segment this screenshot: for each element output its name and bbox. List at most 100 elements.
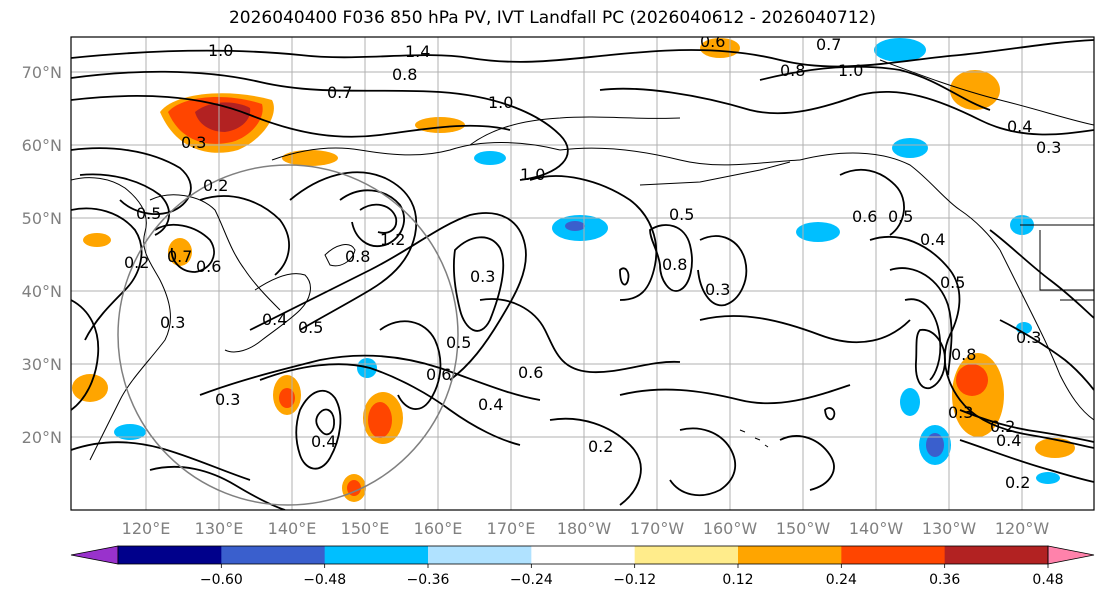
contour-label-13: 0.5	[136, 204, 161, 223]
lat-label-50: 50°N	[22, 209, 62, 228]
contour-label-43: 0.3	[215, 390, 240, 409]
colorbar-tick-label-0: −0.60	[200, 572, 243, 588]
colorbar-swatch-2	[221, 546, 326, 564]
shade-neg-7-core	[926, 433, 944, 457]
contour-label-1: 1.4	[405, 42, 430, 61]
contour-label-12: 0.2	[203, 176, 228, 195]
coastlines	[71, 59, 1094, 461]
contour-label-17: 0.3	[160, 313, 185, 332]
lon-label-160w: 160°W	[703, 519, 758, 538]
colorbar-swatch-6	[634, 546, 739, 564]
shade-neg-1-core	[565, 221, 585, 231]
latitude-labels: 70°N 60°N 50°N 40°N 30°N 20°N	[22, 63, 62, 447]
lon-label-150e: 150°E	[341, 519, 390, 538]
colorbar-extend-left	[70, 545, 119, 565]
contour-label-14: 0.6	[196, 257, 221, 276]
contour-label-31: 0.3	[705, 280, 730, 299]
contour-label-21: 1.2	[380, 230, 405, 249]
contour-label-20: 0.8	[345, 247, 370, 266]
colorbar-tick-label-5: 0.12	[722, 572, 753, 588]
contour-label-6: 0.7	[816, 35, 841, 54]
contour-label-7: 0.8	[780, 61, 805, 80]
contour-label-38: 0.3	[948, 403, 973, 422]
contour-label-8: 1.0	[838, 61, 863, 80]
contour-label-15: 0.7	[167, 247, 192, 266]
lon-label-170w: 170°W	[630, 519, 685, 538]
colorbar: −0.60 −0.48 −0.36 −0.24 −0.12 0.12 0.24 0.36 0.4…	[70, 545, 1095, 588]
lon-label-120e: 120°E	[122, 519, 171, 538]
contour-label-33: 0.5	[888, 207, 913, 226]
contour-label-27: 0.6	[518, 363, 543, 382]
contour-label-4: 1.0	[488, 93, 513, 112]
colorbar-tick-label-7: 0.36	[929, 572, 960, 588]
map-title: 2026040400 F036 850 hPa PV, IVT Landfall…	[228, 8, 876, 28]
colorbar-extend-right	[1047, 545, 1095, 565]
colorbar-swatch-4	[428, 546, 532, 564]
contour-label-28: 1.0	[520, 165, 545, 184]
lon-label-130e: 130°E	[195, 519, 244, 538]
lon-label-140w: 140°W	[849, 519, 904, 538]
contour-label-42: 0.2	[588, 437, 613, 456]
lon-label-170e: 170°E	[487, 519, 536, 538]
contour-label-39: 0.2	[990, 417, 1015, 436]
lat-label-60: 60°N	[22, 136, 62, 155]
contour-label-3: 0.7	[327, 83, 352, 102]
contour-label-9: 0.4	[1007, 117, 1032, 136]
lat-label-30: 30°N	[22, 355, 62, 374]
shade-patch-4	[83, 233, 111, 247]
contour-labels: 1.0 1.4 0.8 0.7 1.0 0.6 0.7 0.8 1.0 0.4 …	[124, 32, 1061, 492]
contour-label-37: 0.8	[951, 345, 976, 364]
longitude-labels: 120°E 130°E 140°E 150°E 160°E 170°E 180°…	[122, 519, 1050, 538]
lon-label-160e: 160°E	[414, 519, 463, 538]
shade-patch-12-red	[347, 480, 361, 496]
colorbar-tick-label-1: −0.48	[303, 572, 346, 588]
map-frame	[70, 36, 1095, 511]
colorbar-swatch-8	[841, 546, 946, 564]
contour-label-36: 0.3	[1016, 328, 1041, 347]
lon-label-150w: 150°W	[776, 519, 831, 538]
shade-neg-4	[892, 138, 928, 158]
contour-label-0: 1.0	[208, 41, 233, 60]
contour-label-26: 0.4	[478, 395, 503, 414]
contour-label-25: 0.4	[311, 432, 336, 451]
contour-label-24: 0.6	[426, 365, 451, 384]
colorbar-tick-label-3: −0.24	[510, 572, 553, 588]
contour-label-19: 0.5	[298, 318, 323, 337]
pv-contours	[71, 39, 1094, 510]
contour-label-18: 0.4	[262, 310, 287, 329]
contour-label-34: 0.4	[920, 230, 945, 249]
colorbar-tick-label-8: 0.48	[1032, 572, 1063, 588]
lat-label-70: 70°N	[22, 63, 62, 82]
shade-patch-10-red	[279, 388, 295, 408]
colorbar-swatch-3	[324, 546, 429, 564]
contour-label-30: 0.8	[662, 255, 687, 274]
contour-label-23: 0.5	[446, 333, 471, 352]
lon-label-140e: 140°E	[268, 519, 317, 538]
colorbar-tick-label-2: −0.36	[407, 572, 450, 588]
colorbar-tick-label-4: −0.12	[613, 572, 656, 588]
colorbar-swatch-9	[944, 546, 1049, 564]
contour-label-16: 0.2	[124, 253, 149, 272]
colorbar-swatch-7	[738, 546, 842, 564]
colorbar-swatch-5	[531, 546, 636, 564]
lon-label-130w: 130°W	[922, 519, 977, 538]
contour-label-41: 0.2	[1005, 473, 1030, 492]
shade-neg-5	[796, 222, 840, 242]
lat-label-40: 40°N	[22, 282, 62, 301]
shade-neg-8	[900, 388, 920, 416]
contour-label-40: 0.4	[996, 431, 1021, 450]
shade-patch-8	[1035, 438, 1075, 458]
contour-label-32: 0.6	[852, 207, 877, 226]
contour-label-29: 0.5	[669, 205, 694, 224]
lon-label-120w: 120°W	[995, 519, 1050, 538]
contour-label-2: 0.8	[392, 65, 417, 84]
contour-label-35: 0.5	[940, 273, 965, 292]
shade-neg-10	[114, 424, 146, 440]
colorbar-tick-label-6: 0.24	[826, 572, 857, 588]
lat-label-20: 20°N	[22, 428, 62, 447]
landfall-radius-circle	[117, 164, 459, 506]
shade-patch-11-red	[368, 402, 392, 438]
shade-neg-3	[874, 38, 926, 62]
contour-label-5: 0.6	[700, 32, 725, 51]
